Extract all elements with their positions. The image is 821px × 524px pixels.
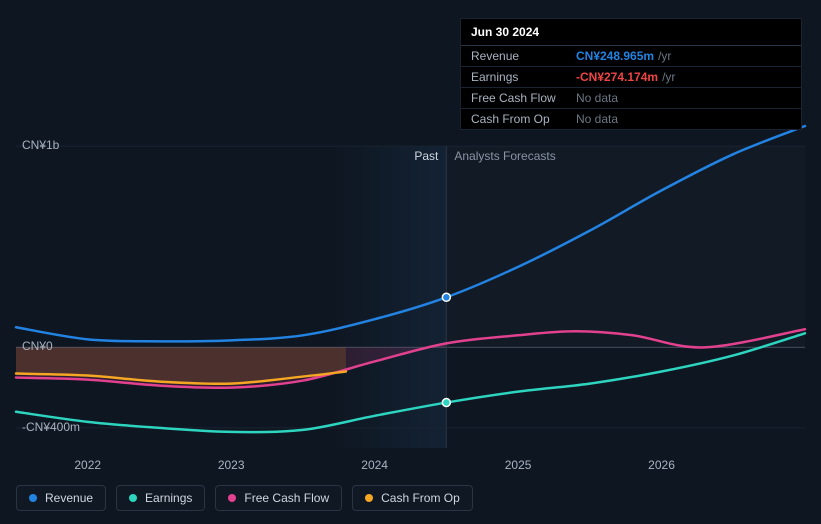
tooltip-row: Free Cash FlowNo data — [461, 88, 801, 109]
legend-dot-icon — [29, 494, 37, 502]
tooltip-metric-value: No data — [576, 112, 618, 126]
legend-item-cash-from-op[interactable]: Cash From Op — [352, 485, 473, 511]
tooltip-row: RevenueCN¥248.965m/yr — [461, 46, 801, 67]
legend-label: Free Cash Flow — [244, 491, 329, 505]
tooltip-row: Earnings-CN¥274.174m/yr — [461, 67, 801, 88]
financial-forecast-chart: CN¥1b CN¥0 -CN¥400m 2022 2023 2024 2025 2026 P… — [0, 0, 821, 524]
tooltip-metric-label: Free Cash Flow — [471, 91, 576, 105]
legend-label: Earnings — [145, 491, 192, 505]
tooltip-metric-unit: /yr — [662, 70, 675, 84]
data-tooltip: Jun 30 2024 RevenueCN¥248.965m/yrEarning… — [460, 18, 802, 130]
x-tick-label: 2025 — [505, 458, 532, 472]
x-tick-label: 2022 — [74, 458, 101, 472]
legend-item-revenue[interactable]: Revenue — [16, 485, 106, 511]
x-tick-label: 2023 — [218, 458, 245, 472]
legend-dot-icon — [228, 494, 236, 502]
tooltip-metric-value: -CN¥274.174m — [576, 70, 658, 84]
y-tick-label: CN¥1b — [22, 138, 59, 152]
legend-label: Cash From Op — [381, 491, 460, 505]
tooltip-metric-value: CN¥248.965m — [576, 49, 654, 63]
legend-label: Revenue — [45, 491, 93, 505]
y-tick-label: -CN¥400m — [22, 420, 80, 434]
legend-item-earnings[interactable]: Earnings — [116, 485, 205, 511]
tooltip-metric-label: Cash From Op — [471, 112, 576, 126]
x-tick-label: 2026 — [648, 458, 675, 472]
legend-item-free-cash-flow[interactable]: Free Cash Flow — [215, 485, 342, 511]
chart-legend: Revenue Earnings Free Cash Flow Cash From O… — [16, 485, 473, 511]
tooltip-metric-label: Earnings — [471, 70, 576, 84]
legend-dot-icon — [365, 494, 373, 502]
y-tick-label: CN¥0 — [22, 339, 53, 353]
tooltip-metric-unit: /yr — [658, 49, 671, 63]
tooltip-metric-value: No data — [576, 91, 618, 105]
forecast-region-label: Analysts Forecasts — [454, 149, 555, 163]
tooltip-date: Jun 30 2024 — [461, 19, 801, 46]
x-tick-label: 2024 — [361, 458, 388, 472]
past-region-label: Past — [414, 149, 438, 163]
legend-dot-icon — [129, 494, 137, 502]
tooltip-row: Cash From OpNo data — [461, 109, 801, 129]
tooltip-metric-label: Revenue — [471, 49, 576, 63]
